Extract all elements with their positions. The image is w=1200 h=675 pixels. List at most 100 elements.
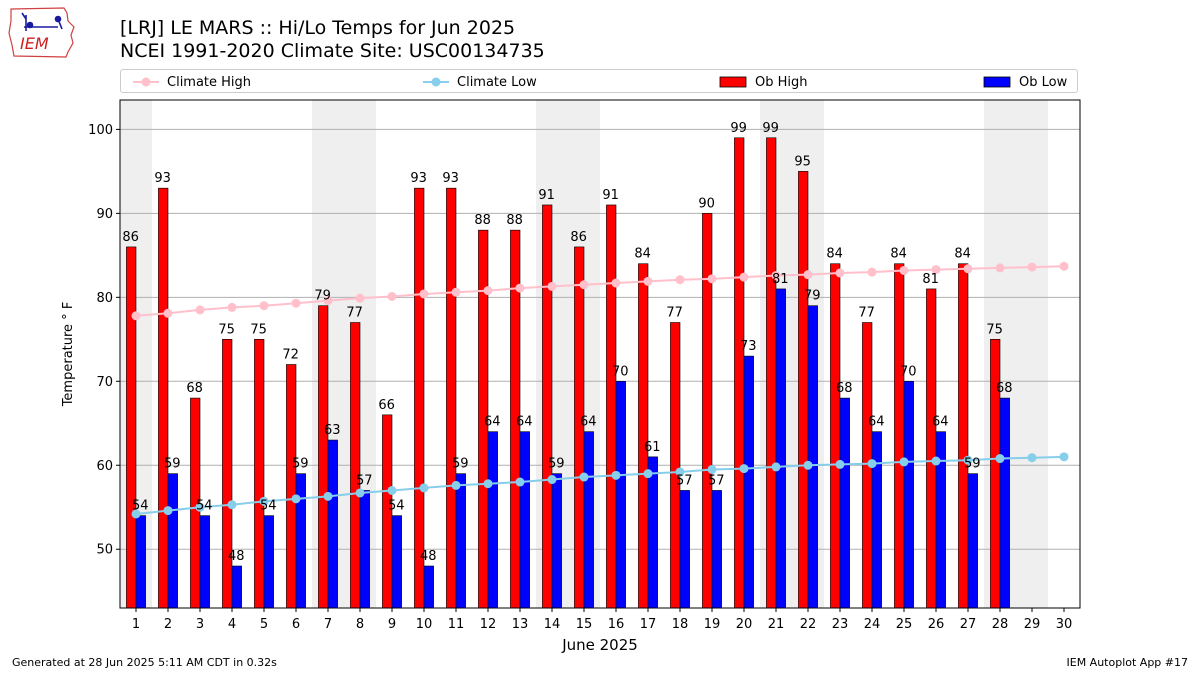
climate-low-point-15 — [579, 472, 589, 482]
ob-high-bar-21 — [766, 137, 777, 609]
x-tick-label-20: 20 — [736, 617, 753, 632]
legend-swatch-ob-high — [719, 76, 747, 88]
legend-label-climate-high: Climate High — [167, 74, 252, 90]
ob-low-label-26: 64 — [932, 415, 949, 430]
climate-low-point-18 — [675, 467, 685, 477]
x-tick-label-19: 19 — [704, 617, 721, 632]
ob-high-bar-24 — [862, 322, 873, 609]
ob-high-bar-18 — [670, 322, 681, 609]
ob-high-bar-28 — [990, 339, 1001, 609]
climate-high-point-7 — [323, 296, 333, 306]
x-tick-label-17: 17 — [640, 617, 657, 632]
ob-low-label-13: 64 — [516, 415, 533, 430]
ob-high-label-11: 93 — [442, 171, 459, 186]
x-tick-label-25: 25 — [896, 617, 913, 632]
ob-high-bar-22 — [798, 171, 809, 609]
ob-high-bar-25 — [894, 263, 905, 609]
ob-high-label-15: 86 — [570, 230, 587, 245]
x-tick-label-13: 13 — [512, 617, 529, 632]
x-tick-label-5: 5 — [260, 617, 268, 632]
ob-high-bar-26 — [926, 288, 937, 609]
legend-label-ob-low: Ob Low — [1019, 74, 1068, 90]
ob-high-label-14: 91 — [538, 188, 555, 203]
ob-low-label-6: 59 — [292, 457, 309, 472]
legend-item-climate-low: Climate Low — [423, 70, 537, 94]
climate-high-point-6 — [291, 298, 301, 308]
climate-high-point-1 — [131, 311, 141, 321]
climate-high-point-11 — [451, 287, 461, 297]
ob-high-bar-14 — [542, 204, 553, 609]
climate-low-point-1 — [131, 509, 141, 519]
ob-low-label-21: 81 — [772, 272, 789, 287]
ob-low-label-2: 59 — [164, 457, 181, 472]
ob-high-label-21: 99 — [762, 121, 779, 136]
x-tick-label-27: 27 — [960, 617, 977, 632]
x-tick-label-8: 8 — [356, 617, 364, 632]
climate-high-point-16 — [611, 278, 621, 288]
climate-high-point-18 — [675, 275, 685, 285]
climate-low-point-25 — [899, 457, 909, 467]
ob-high-bar-17 — [638, 263, 649, 609]
ob-low-label-12: 64 — [484, 415, 501, 430]
ob-low-bar-12 — [487, 431, 498, 609]
ob-high-label-23: 84 — [826, 247, 843, 262]
ob-low-bar-24 — [871, 431, 882, 609]
ob-high-label-5: 75 — [250, 322, 267, 337]
ob-high-bar-23 — [830, 263, 841, 609]
ob-low-bar-23 — [839, 397, 850, 609]
ob-low-label-9: 54 — [388, 499, 405, 514]
ob-high-bar-27 — [958, 263, 969, 609]
ob-high-label-27: 84 — [954, 247, 971, 262]
logo-text: IEM — [20, 34, 49, 53]
ob-high-label-8: 77 — [346, 306, 363, 321]
legend-swatch-climate-low — [423, 77, 449, 87]
weekend-band-4 — [760, 100, 824, 608]
x-tick-label-21: 21 — [768, 617, 785, 632]
climate-low-point-10 — [419, 483, 429, 493]
x-tick-label-28: 28 — [992, 617, 1009, 632]
climate-high-point-20 — [739, 272, 749, 282]
ob-low-label-4: 48 — [228, 549, 245, 564]
x-tick-label-14: 14 — [544, 617, 561, 632]
climate-low-point-23 — [835, 459, 845, 469]
y-tick-label-100: 100 — [88, 123, 113, 138]
climate-low-point-2 — [163, 506, 173, 516]
climate-low-point-19 — [707, 464, 717, 474]
climate-high-point-10 — [419, 289, 429, 299]
ob-high-bar-15 — [574, 246, 585, 609]
ob-high-label-7: 79 — [314, 289, 331, 304]
climate-low-point-3 — [195, 502, 205, 512]
climate-low-point-17 — [643, 469, 653, 479]
climate-high-point-9 — [387, 291, 397, 301]
ob-low-label-14: 59 — [548, 457, 565, 472]
x-tick-label-18: 18 — [672, 617, 689, 632]
climate-low-point-5 — [259, 496, 269, 506]
x-tick-label-22: 22 — [800, 617, 817, 632]
ob-low-bar-25 — [903, 380, 914, 609]
climate-high-point-19 — [707, 274, 717, 284]
x-tick-label-12: 12 — [480, 617, 497, 632]
ob-low-label-15: 64 — [580, 415, 597, 430]
legend-item-ob-low: Ob Low — [983, 70, 1067, 94]
ob-high-bar-6 — [286, 364, 297, 609]
ob-high-bar-20 — [734, 137, 745, 609]
ob-low-bar-22 — [807, 305, 818, 609]
ob-low-bar-20 — [743, 355, 754, 609]
weekend-band-2 — [312, 100, 376, 608]
ob-high-bar-9 — [382, 414, 393, 609]
y-axis-label: Temperature ° F — [61, 302, 76, 408]
ob-low-bar-7 — [327, 439, 338, 609]
climate-high-point-3 — [195, 305, 205, 315]
ob-low-bar-13 — [519, 431, 530, 609]
x-tick-label-15: 15 — [576, 617, 593, 632]
ob-low-label-25: 70 — [900, 364, 917, 379]
iem-logo: IEM — [8, 7, 75, 58]
climate-high-point-30 — [1059, 261, 1069, 271]
ob-high-label-25: 84 — [890, 247, 907, 262]
ob-high-label-18: 77 — [666, 306, 683, 321]
ob-low-label-5: 54 — [260, 499, 277, 514]
x-axis-label: June 2025 — [561, 636, 638, 654]
climate-high-point-17 — [643, 276, 653, 286]
ob-low-label-11: 59 — [452, 457, 469, 472]
x-tick-label-3: 3 — [196, 617, 204, 632]
